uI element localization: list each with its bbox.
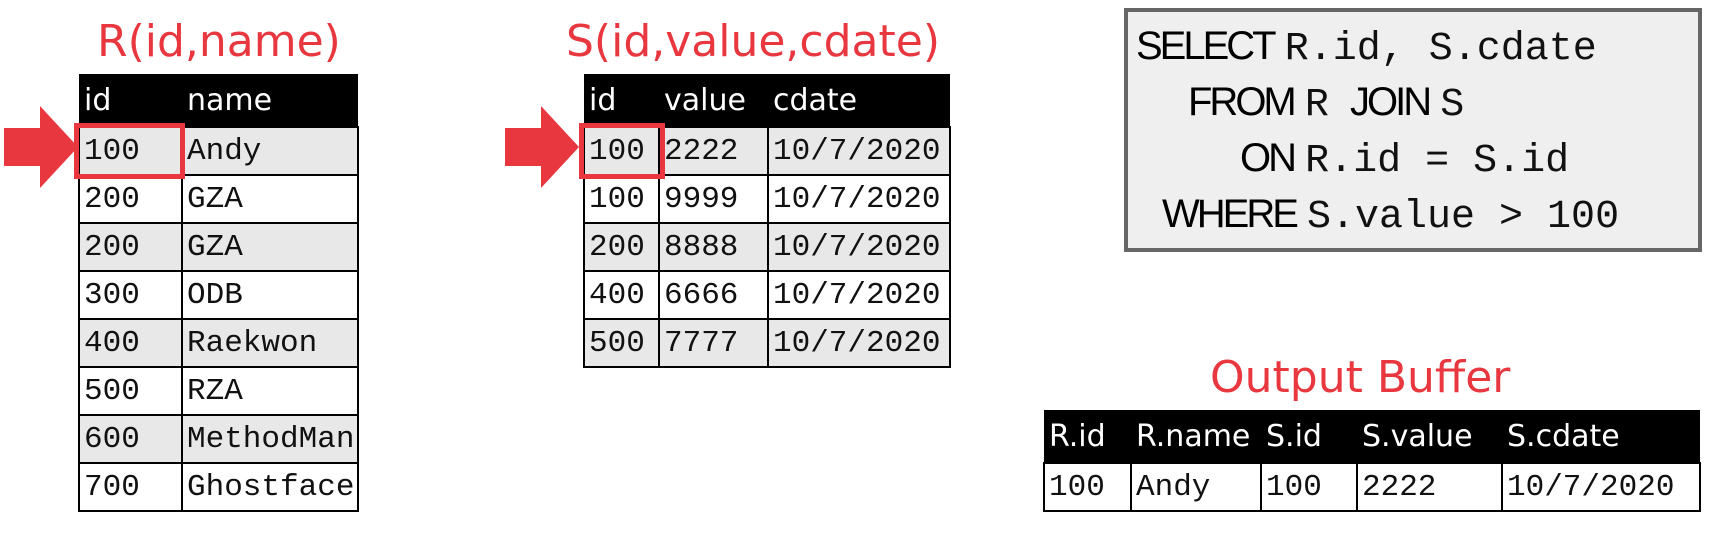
r-table-header-row: id name — [79, 74, 358, 127]
output-buffer-cell: 100 — [1260, 462, 1358, 512]
sql-select-keyword: SELECT — [1136, 24, 1277, 68]
s-table-cell: 10/7/2020 — [767, 126, 951, 176]
sql-on-expr: R.id = S.id — [1305, 139, 1570, 184]
s-cursor-highlight — [579, 123, 665, 179]
r-table-row: 200 GZA — [78, 174, 359, 224]
output-header-rid: R.id — [1044, 410, 1131, 463]
s-table: id value cdate 100 2222 10/7/2020 100 9999 10… — [583, 74, 951, 368]
sql-select-expr: R.id, S.cdate — [1284, 27, 1597, 72]
output-buffer-cell: 2222 — [1356, 462, 1503, 512]
output-buffer-row: 100 Andy 100 2222 10/7/2020 — [1043, 462, 1701, 512]
r-table-cell: RZA — [181, 366, 359, 416]
s-table-cell: 500 — [583, 318, 660, 368]
s-table-row: 200 8888 10/7/2020 — [583, 222, 951, 272]
r-table-row: 400 Raekwon — [78, 318, 359, 368]
r-table-cell: 300 — [78, 270, 183, 320]
sql-where-keyword: WHERE — [1162, 192, 1299, 236]
s-table-cell: 200 — [583, 222, 660, 272]
r-table: id name 100 Andy 200 GZA 200 GZA 300 ODB 400 Raek… — [78, 74, 359, 512]
s-table-cell: 9999 — [658, 174, 769, 224]
r-table-row: 200 GZA — [78, 222, 359, 272]
r-table-cell: Andy — [181, 126, 359, 176]
r-table-cell: 600 — [78, 414, 183, 464]
r-table-cell: 200 — [78, 222, 183, 272]
s-table-cell: 10/7/2020 — [767, 222, 951, 272]
sql-on-line: ON R.id = S.id — [1240, 138, 1569, 182]
s-table-title: S(id,value,cdate) — [566, 16, 940, 67]
s-header-value: value — [659, 74, 768, 127]
r-table-cell: Raekwon — [181, 318, 359, 368]
r-table-cell: Ghostface — [181, 462, 359, 512]
s-table-row: 100 2222 10/7/2020 — [583, 126, 951, 176]
s-table-cell: 2222 — [658, 126, 769, 176]
s-table-cell: 6666 — [658, 270, 769, 320]
r-table-cell: 200 — [78, 174, 183, 224]
s-table-cell: 7777 — [658, 318, 769, 368]
sql-from-table-s: S — [1440, 83, 1465, 128]
r-table-cell: GZA — [181, 174, 359, 224]
r-table-cell: GZA — [181, 222, 359, 272]
r-table-cell: 100 — [78, 126, 183, 176]
s-table-cell: 8888 — [658, 222, 769, 272]
r-table-row: 100 Andy — [78, 126, 359, 176]
s-pointer-arrow-icon — [505, 106, 579, 188]
r-table-cell: MethodMan — [181, 414, 359, 464]
output-header-rname: R.name — [1131, 410, 1261, 463]
output-buffer-cell: 100 — [1043, 462, 1132, 512]
r-table-cell: ODB — [181, 270, 359, 320]
output-header-row: R.id R.name S.id S.value S.cdate — [1044, 410, 1700, 463]
r-table-row: 600 MethodMan — [78, 414, 359, 464]
sql-where-line: WHERE S.value > 100 — [1162, 194, 1619, 238]
s-table-cell: 100 — [583, 174, 660, 224]
r-table-cell: 700 — [78, 462, 183, 512]
r-table-title: R(id,name) — [97, 16, 341, 67]
sql-query-box: SELECT R.id, S.cdate FROM R JOIN S ON R.… — [1124, 8, 1702, 252]
sql-from-table-r: R — [1304, 83, 1329, 128]
r-table-cell: 500 — [78, 366, 183, 416]
r-header-id: id — [79, 74, 182, 127]
sql-on-keyword: ON — [1240, 136, 1297, 180]
r-table-row: 700 Ghostface — [78, 462, 359, 512]
sql-from-line: FROM R JOIN S — [1188, 82, 1464, 126]
output-buffer-table: R.id R.name S.id S.value S.cdate 100 Andy… — [1043, 410, 1701, 512]
sql-from-keyword: FROM — [1188, 80, 1297, 124]
s-table-cell: 100 — [583, 126, 660, 176]
output-buffer-cell: Andy — [1130, 462, 1262, 512]
s-table-cell: 400 — [583, 270, 660, 320]
r-table-cell: 400 — [78, 318, 183, 368]
s-table-row: 500 7777 10/7/2020 — [583, 318, 951, 368]
s-header-cdate: cdate — [768, 74, 950, 127]
s-table-cell: 10/7/2020 — [767, 174, 951, 224]
s-table-cell: 10/7/2020 — [767, 318, 951, 368]
r-header-name: name — [182, 74, 358, 127]
sql-select-line: SELECT R.id, S.cdate — [1136, 26, 1597, 70]
sql-where-expr: S.value > 100 — [1307, 195, 1620, 240]
output-buffer-cell: 10/7/2020 — [1501, 462, 1701, 512]
s-table-row: 400 6666 10/7/2020 — [583, 270, 951, 320]
output-buffer-title: Output Buffer — [1210, 352, 1511, 403]
output-header-sid: S.id — [1261, 410, 1357, 463]
r-pointer-arrow-icon — [4, 106, 78, 188]
output-header-scdate: S.cdate — [1502, 410, 1700, 463]
output-header-svalue: S.value — [1357, 410, 1502, 463]
s-table-row: 100 9999 10/7/2020 — [583, 174, 951, 224]
s-table-cell: 10/7/2020 — [767, 270, 951, 320]
r-table-row: 300 ODB — [78, 270, 359, 320]
r-table-row: 500 RZA — [78, 366, 359, 416]
s-table-header-row: id value cdate — [584, 74, 950, 127]
s-header-id: id — [584, 74, 659, 127]
sql-join-keyword: JOIN — [1350, 80, 1432, 124]
r-cursor-highlight — [74, 123, 185, 179]
